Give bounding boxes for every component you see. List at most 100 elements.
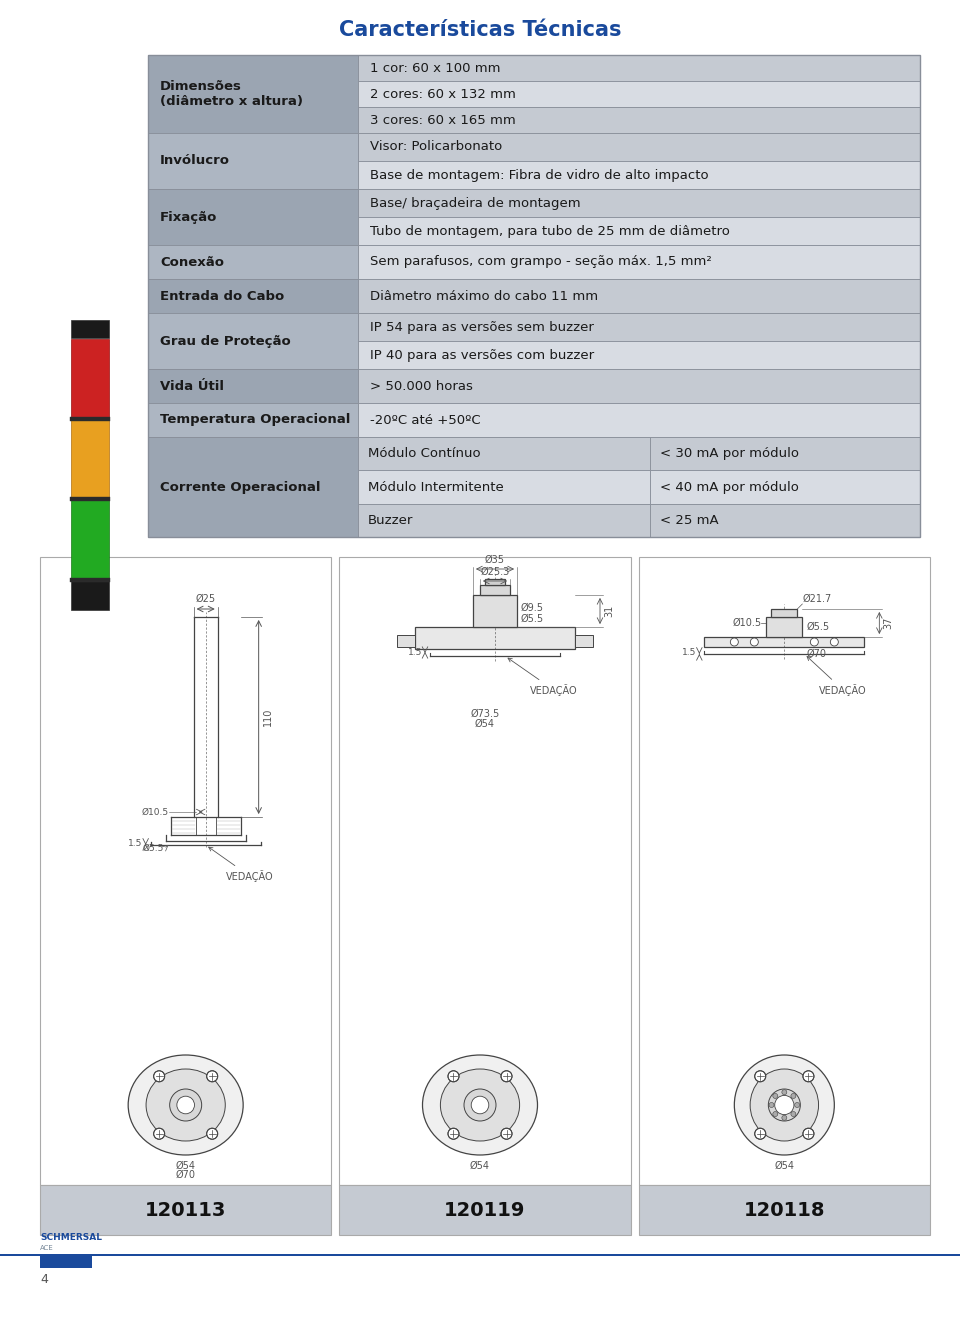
Bar <box>148 133 358 189</box>
Circle shape <box>810 638 818 646</box>
Text: Ø5.5: Ø5.5 <box>142 845 163 853</box>
Text: 120118: 120118 <box>744 1201 825 1220</box>
Bar <box>415 626 575 649</box>
Circle shape <box>206 1128 218 1140</box>
Bar <box>71 500 109 580</box>
Bar <box>638 557 930 1185</box>
Bar <box>397 634 415 646</box>
Text: < 30 mA por módulo: < 30 mA por módulo <box>660 447 800 460</box>
Bar <box>148 245 358 279</box>
Text: Ø21.7: Ø21.7 <box>803 595 831 604</box>
Circle shape <box>781 1089 787 1095</box>
Bar <box>771 609 798 617</box>
Text: Módulo Contínuo: Módulo Contínuo <box>368 447 481 460</box>
Bar <box>148 55 358 133</box>
Text: Base/ braçadeira de montagem: Base/ braçadeira de montagem <box>370 197 581 210</box>
Text: Ø5.5: Ø5.5 <box>806 622 829 632</box>
Text: 1 cor: 60 x 100 mm: 1 cor: 60 x 100 mm <box>370 61 500 74</box>
Bar <box>70 416 110 420</box>
Text: < 25 mA: < 25 mA <box>660 513 719 527</box>
Circle shape <box>731 638 738 646</box>
Text: 4: 4 <box>40 1273 48 1286</box>
Bar <box>358 504 650 537</box>
Text: Ø73.5: Ø73.5 <box>470 709 499 720</box>
Bar <box>148 313 358 368</box>
Text: 1.5: 1.5 <box>129 838 143 847</box>
Text: Tubo de montagem, para tubo de 25 mm de diâmetro: Tubo de montagem, para tubo de 25 mm de … <box>370 225 730 238</box>
Text: 37: 37 <box>883 617 894 629</box>
Text: Base de montagem: Fibra de vidro de alto impacto: Base de montagem: Fibra de vidro de alto… <box>370 169 708 181</box>
Bar <box>358 279 920 313</box>
Circle shape <box>501 1128 512 1140</box>
Text: Diâmetro máximo do cabo 11 mm: Diâmetro máximo do cabo 11 mm <box>370 290 598 302</box>
Ellipse shape <box>734 1055 834 1154</box>
Circle shape <box>803 1071 814 1081</box>
Text: Grau de Proteção: Grau de Proteção <box>160 335 291 347</box>
Text: Características Técnicas: Características Técnicas <box>339 20 621 40</box>
Bar <box>148 438 358 537</box>
Circle shape <box>773 1093 778 1099</box>
Text: Visor: Policarbonato: Visor: Policarbonato <box>370 141 502 153</box>
Circle shape <box>791 1093 796 1099</box>
Circle shape <box>755 1128 766 1140</box>
Text: Ø25: Ø25 <box>196 595 216 604</box>
Text: ACE: ACE <box>40 1245 54 1252</box>
Circle shape <box>769 1103 774 1108</box>
Circle shape <box>177 1096 195 1113</box>
Text: 110: 110 <box>263 708 273 726</box>
Text: Ø10.5: Ø10.5 <box>141 807 169 817</box>
Text: Ø70: Ø70 <box>176 1170 196 1180</box>
Bar <box>485 579 505 585</box>
Bar <box>40 557 331 1185</box>
Bar <box>339 557 631 1185</box>
Text: Ø54: Ø54 <box>470 1161 490 1170</box>
Circle shape <box>768 1089 801 1121</box>
Circle shape <box>755 1071 766 1081</box>
Circle shape <box>781 1116 787 1120</box>
Bar <box>70 579 110 583</box>
Bar <box>358 340 920 368</box>
Bar <box>40 1185 331 1236</box>
Bar <box>358 189 920 217</box>
Bar <box>358 106 920 133</box>
Bar <box>638 1185 930 1236</box>
Text: 3 cores: 60 x 165 mm: 3 cores: 60 x 165 mm <box>370 113 516 126</box>
Circle shape <box>803 1128 814 1140</box>
Bar <box>650 504 920 537</box>
Bar <box>358 217 920 245</box>
Text: SCHMERSAL: SCHMERSAL <box>40 1233 102 1242</box>
Text: 120113: 120113 <box>145 1201 227 1220</box>
Text: 2 cores: 60 x 132 mm: 2 cores: 60 x 132 mm <box>370 88 516 101</box>
Text: Dimensões
(diâmetro x altura): Dimensões (diâmetro x altura) <box>160 80 303 108</box>
Text: 1.5: 1.5 <box>408 648 422 657</box>
Bar <box>70 497 110 501</box>
Circle shape <box>448 1128 459 1140</box>
Circle shape <box>751 638 758 646</box>
Bar <box>480 585 510 595</box>
Bar <box>358 161 920 189</box>
Bar <box>339 1185 631 1236</box>
Bar <box>358 403 920 438</box>
Bar <box>766 617 803 637</box>
Text: 120119: 120119 <box>444 1201 526 1220</box>
Bar <box>575 634 593 646</box>
Text: Ø70: Ø70 <box>806 649 827 658</box>
Circle shape <box>206 1071 218 1081</box>
Bar <box>358 313 920 340</box>
Bar <box>148 368 358 403</box>
Circle shape <box>791 1112 796 1117</box>
Text: Conexão: Conexão <box>160 255 224 269</box>
Bar <box>358 81 920 106</box>
Text: Ø10.5: Ø10.5 <box>732 618 761 628</box>
Bar <box>473 595 517 626</box>
Bar <box>71 339 109 419</box>
Bar <box>358 438 650 471</box>
Bar <box>0 1253 960 1256</box>
Text: Buzzer: Buzzer <box>368 513 414 527</box>
Text: Ø25.3: Ø25.3 <box>480 567 510 577</box>
Text: 31: 31 <box>604 605 614 617</box>
Circle shape <box>773 1112 778 1117</box>
Text: Ø54: Ø54 <box>176 1161 196 1170</box>
Text: Entrada do Cabo: Entrada do Cabo <box>160 290 284 302</box>
Bar <box>148 55 920 537</box>
